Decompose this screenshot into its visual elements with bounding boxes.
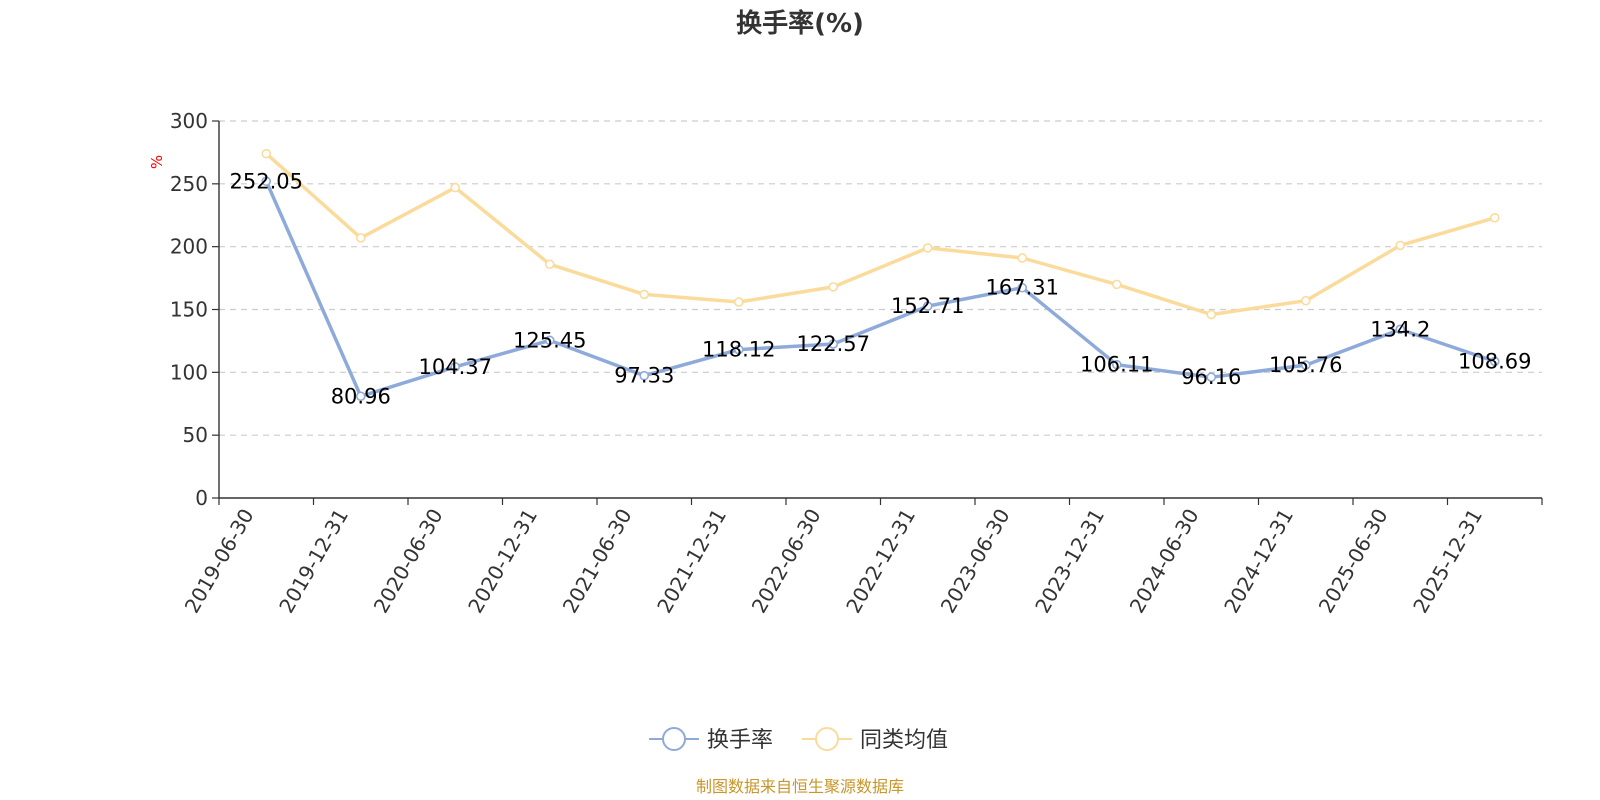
data-point[interactable] [1300, 295, 1311, 306]
data-point[interactable] [261, 148, 272, 159]
data-point[interactable] [544, 259, 555, 270]
y-tick-label: 150 [170, 298, 208, 322]
data-point[interactable] [1111, 279, 1122, 290]
x-tick-label: 2024-06-30 [1125, 505, 1204, 618]
data-point[interactable] [1206, 372, 1217, 382]
data-label: 104.37 [419, 355, 492, 379]
x-tick-label: 2025-06-30 [1314, 505, 1393, 618]
y-tick-label: 200 [170, 235, 208, 259]
chart-title: 换手率(%) [736, 8, 864, 39]
y-tick-label: 300 [170, 109, 208, 133]
legend-label: 同类均值 [860, 728, 948, 753]
x-tick-label: 2023-06-30 [936, 505, 1015, 618]
data-point[interactable] [1017, 253, 1028, 263]
data-point[interactable] [450, 182, 461, 193]
series-lines [261, 148, 1500, 402]
data-label: 96.16 [1181, 365, 1241, 389]
data-point[interactable] [1206, 309, 1217, 320]
data-point[interactable] [733, 344, 744, 355]
data-point[interactable] [733, 297, 744, 307]
data-label: 105.76 [1269, 353, 1342, 377]
y-tick-label: 250 [170, 172, 208, 196]
data-label: 134.2 [1370, 317, 1430, 341]
data-labels: 252.05 80.96 104.37 125.45 97.33 118.12 122.57… [230, 169, 1532, 408]
legend-marker [662, 727, 686, 751]
legend-item-1[interactable]: 同类均值 [802, 727, 948, 753]
data-point[interactable] [1489, 356, 1500, 367]
data-point[interactable] [450, 362, 461, 372]
legend[interactable]: 换手率 同类均值 [649, 727, 948, 753]
data-label: 152.71 [891, 294, 964, 318]
series-line-1 [265, 152, 1496, 317]
data-label: 106.11 [1080, 353, 1153, 377]
x-tick-label: 2023-12-31 [1030, 505, 1109, 618]
data-label: 125.45 [513, 328, 586, 352]
data-point[interactable] [1017, 282, 1028, 293]
y-tick-label: 50 [183, 423, 208, 447]
data-point[interactable] [639, 289, 650, 300]
data-label: 252.05 [230, 169, 303, 193]
data-point[interactable] [828, 282, 839, 292]
legend-marker [815, 727, 839, 751]
x-tick-label: 2020-12-31 [463, 505, 542, 618]
data-point[interactable] [544, 335, 555, 346]
x-tick-label: 2020-06-30 [369, 505, 448, 618]
data-point[interactable] [922, 243, 933, 253]
legend-label: 换手率 [707, 728, 773, 753]
data-label: 97.33 [614, 364, 674, 388]
data-label: 118.12 [702, 338, 775, 362]
y-tick-label: 0 [195, 486, 208, 510]
y-axis-unit-label: % [148, 155, 166, 169]
data-point[interactable] [922, 301, 933, 311]
x-tick-label: 2022-06-30 [747, 505, 826, 618]
series-line-0 [264, 180, 1496, 399]
data-point[interactable] [1111, 359, 1122, 370]
data-label: 108.69 [1458, 349, 1531, 373]
data-point[interactable] [828, 339, 839, 349]
data-label: 80.96 [331, 384, 391, 408]
x-tick-label: 2021-12-31 [652, 505, 731, 618]
legend-item-0[interactable]: 换手率 [649, 727, 773, 753]
x-tick-label: 2019-12-31 [274, 505, 353, 618]
x-tick-label: 2024-12-31 [1219, 505, 1298, 618]
data-point[interactable] [1300, 360, 1311, 370]
x-tick-label: 2025-12-31 [1408, 505, 1487, 618]
data-point[interactable] [1489, 212, 1500, 223]
data-point[interactable] [355, 233, 366, 243]
data-point[interactable] [639, 370, 650, 381]
data-point[interactable] [355, 391, 366, 402]
data-point[interactable] [261, 176, 272, 187]
y-tick-label: 100 [170, 360, 208, 384]
data-point[interactable] [1395, 240, 1406, 251]
x-tick-label: 2022-12-31 [841, 505, 920, 618]
x-tick-label: 2021-06-30 [558, 505, 637, 618]
data-point[interactable] [1395, 324, 1406, 335]
data-label: 122.57 [797, 332, 870, 356]
x-tick-label: 2019-06-30 [180, 505, 259, 618]
data-label: 167.31 [986, 276, 1059, 300]
data-source-note: 制图数据来自恒生聚源数据库 [696, 777, 904, 796]
